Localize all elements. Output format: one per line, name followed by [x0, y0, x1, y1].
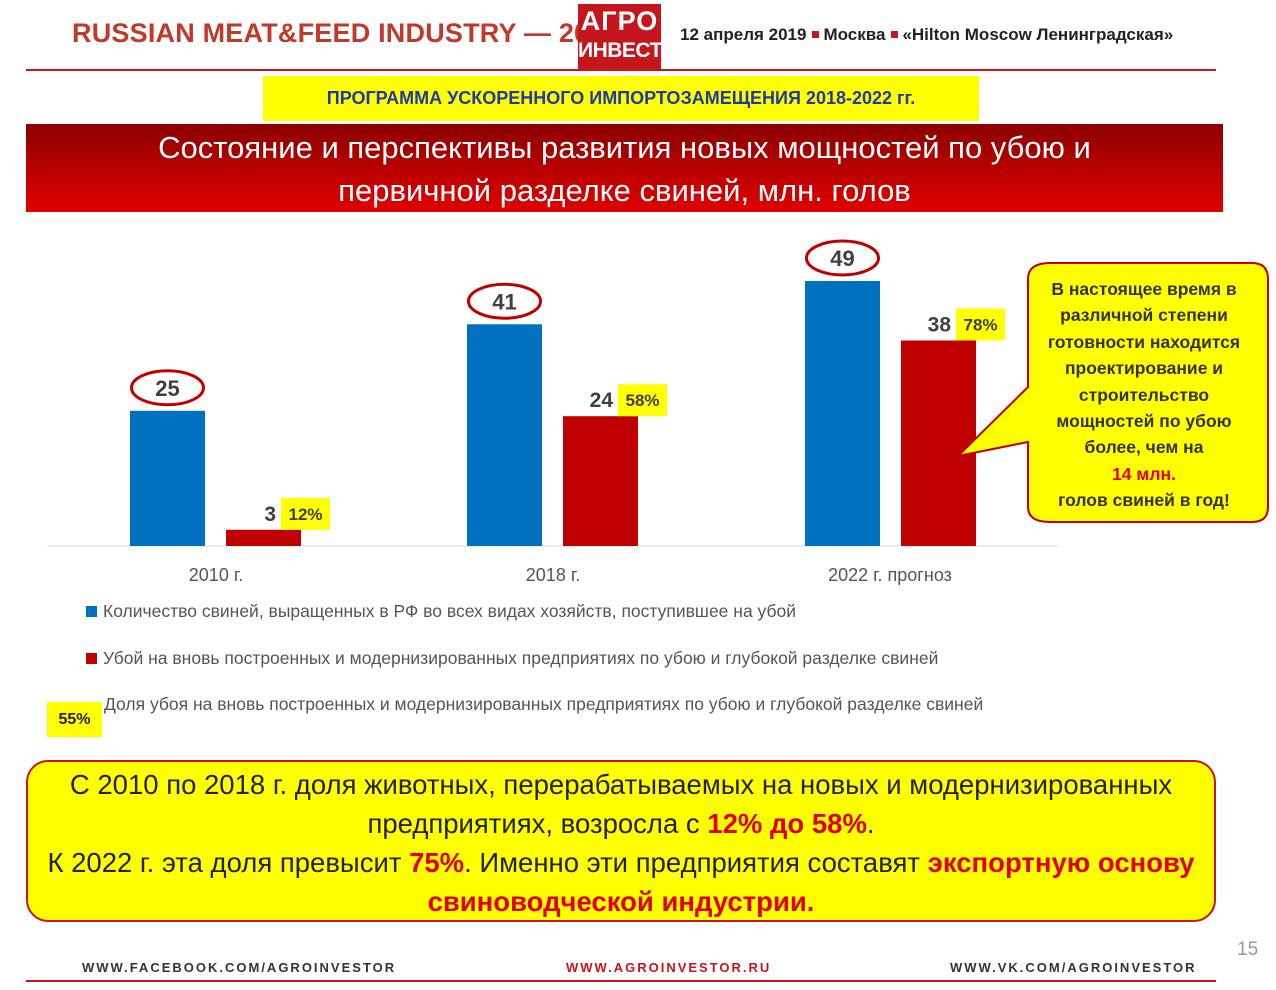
- legend-swatch-blue: [86, 606, 97, 617]
- summary-highlight-3: экспортную основу свиноводческой индустр…: [427, 847, 1195, 917]
- slide-title-line-2: первичной разделке свиней, млн. голов: [338, 173, 911, 208]
- event-date: 12 апреля 2019: [680, 25, 807, 44]
- label-circle-2: [467, 282, 542, 320]
- bar-blue-1: [130, 410, 205, 546]
- share-badge-2: [618, 384, 667, 417]
- share-badge-1: [281, 497, 330, 530]
- legend-item-red: Убой на вновь построенных и модернизиров…: [86, 645, 1016, 672]
- bar-red-3: [901, 340, 976, 546]
- data-label-red-3: 38: [928, 313, 952, 336]
- slide-title-line-1: Состояние и перспективы развития новых м…: [158, 130, 1091, 165]
- callout-bubble: [954, 262, 1269, 523]
- legend-swatch-red: [86, 653, 97, 664]
- logo-line-1: АГРО: [580, 6, 659, 36]
- legend-label-blue: Количество свиней, выращенных в РФ во вс…: [103, 601, 797, 621]
- data-label-red-1: 3: [264, 503, 276, 526]
- share-badge-3: [956, 308, 1005, 341]
- footer-vk-link[interactable]: WWW.VK.COM/AGROINVESTOR: [950, 960, 1197, 975]
- footer-divider: [26, 980, 1216, 982]
- x-tick-label-3: 2022 г. прогноз: [828, 565, 952, 585]
- footer-facebook-link[interactable]: WWW.FACEBOOK.COM/AGROINVESTOR: [82, 960, 397, 975]
- x-tick-label-2: 2018 г.: [526, 565, 580, 585]
- callout-text-main: В настоящее время в различной степени го…: [1047, 279, 1241, 458]
- agroinvestor-logo: АГРО ИНВЕСТОР: [578, 4, 691, 70]
- data-label-blue-3: 49: [830, 246, 854, 271]
- share-label-1: 12%: [288, 505, 322, 524]
- chart-marks: 25 3 12% 2010 г. 41 24 58% 2018 г. 49 38 78% 2022 г…: [47, 239, 1058, 585]
- data-label-blue-2: 41: [492, 289, 516, 314]
- bar-chart: 25 3 12% 2010 г. 41 24 58% 2018 г. 49 38 78% 2022 г…: [47, 239, 1058, 585]
- callout-text: В настоящее время в различной степени го…: [1030, 276, 1258, 514]
- x-tick-label-1: 2010 г.: [189, 565, 243, 585]
- header-divider: [26, 69, 1216, 71]
- event-date-venue: 12 апреля 2019 Москва «Hilton Moscow Ленин…: [680, 25, 1173, 45]
- bar-blue-3: [805, 281, 880, 546]
- label-circle-1: [130, 369, 205, 407]
- legend-label-red: Убой на вновь построенных и модернизиров…: [103, 648, 939, 668]
- summary-part-3: К 2022 г. эта доля превысит: [47, 847, 410, 878]
- summary-part-2: .: [866, 808, 875, 839]
- bar-red-2: [563, 416, 638, 546]
- event-city: Москва: [823, 25, 886, 44]
- summary-highlight-1: 12% до 58%: [707, 808, 867, 839]
- summary-part-1: С 2010 по 2018 г. доля животных, перераб…: [69, 769, 1173, 839]
- page-number: 15: [1237, 939, 1259, 960]
- event-venue: «Hilton Moscow Ленинградская»: [902, 25, 1174, 44]
- summary-part-4: . Именно эти предприятия составят: [464, 847, 928, 878]
- slide-title-banner: Состояние и перспективы развития новых м…: [26, 124, 1223, 212]
- logo-line-2: ИНВЕСТОР: [578, 39, 691, 62]
- bullet-square-icon: [812, 31, 820, 38]
- callout-text-end: голов свиней в год!: [1058, 490, 1230, 511]
- legend-swatch-share: 55%: [47, 702, 102, 737]
- data-label-red-2: 24: [590, 389, 614, 412]
- legend-label-share: Доля убоя на вновь построенных и модерни…: [104, 694, 984, 714]
- label-circle-3: [805, 239, 880, 277]
- summary-box: С 2010 по 2018 г. доля животных, перераб…: [26, 760, 1216, 922]
- share-label-3: 78%: [963, 315, 997, 334]
- data-label-blue-1: 25: [155, 376, 179, 401]
- callout-shape: [954, 262, 1269, 523]
- program-title: ПРОГРАММА УСКОРЕННОГО ИМПОРТОЗАМЕЩЕНИЯ 2…: [263, 76, 979, 121]
- share-label-2: 58%: [625, 391, 659, 410]
- legend-item-blue: Количество свиней, выращенных в РФ во вс…: [86, 598, 1086, 625]
- bullet-square-icon: [891, 31, 899, 38]
- callout-highlight: 14 млн.: [1112, 463, 1176, 484]
- event-title: RUSSIAN MEAT&FEED INDUSTRY — 2019: [72, 18, 620, 48]
- legend-item-share: Доля убоя на вновь построенных и модерни…: [104, 691, 1064, 718]
- bar-blue-2: [467, 324, 542, 546]
- bar-red-1: [226, 529, 301, 546]
- summary-highlight-2: 75%: [409, 847, 465, 878]
- footer-site-link[interactable]: WWW.AGROINVESTOR.RU: [566, 960, 772, 975]
